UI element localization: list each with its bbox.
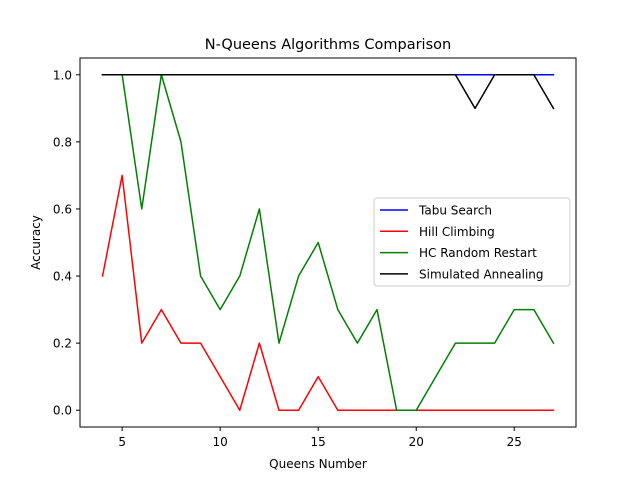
plot-area [101,74,555,411]
series-line-simulated-annealing [101,74,555,110]
legend-label: Hill Climbing [419,225,495,239]
chart-title: N-Queens Algorithms Comparison [205,37,451,53]
y-tick-label: 1.0 [53,68,72,82]
y-tick-label: 0.8 [53,135,72,149]
legend: Tabu Search Hill Climbing HC Random Restar… [373,197,571,287]
series-line-hc-random-restart [101,74,555,411]
legend-label: Tabu Search [418,204,492,218]
x-axis-label: Queens Number [269,457,367,471]
legend-label: HC Random Restart [419,246,537,260]
axes-frame [79,57,577,428]
x-tick-label: 25 [507,435,522,449]
y-tick-label: 0.2 [53,337,72,351]
y-axis: 0.0 0.2 0.4 0.6 0.8 1.0 [53,68,80,418]
x-tick-label: 5 [118,435,126,449]
y-tick-label: 0.0 [53,404,72,418]
x-axis: 5 10 15 20 25 [118,427,522,449]
series-line-hill-climbing [101,174,555,411]
y-tick-label: 0.6 [53,202,72,216]
legend-label: Simulated Annealing [419,267,544,281]
x-tick-label: 10 [213,435,228,449]
y-tick-label: 0.4 [53,270,72,284]
x-tick-label: 20 [409,435,424,449]
y-axis-label: Accuracy [29,215,43,270]
legend-box [373,197,571,287]
x-tick-label: 15 [311,435,326,449]
